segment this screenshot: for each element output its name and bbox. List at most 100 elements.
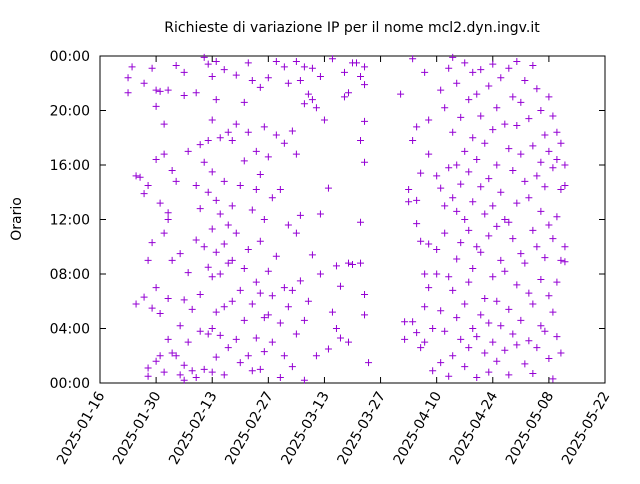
data-point: [296, 211, 304, 219]
data-point: [505, 64, 513, 72]
data-point: [477, 248, 485, 256]
x-tick-label: 2025-02-27: [222, 389, 277, 467]
data-point: [244, 59, 252, 67]
data-point: [208, 116, 216, 124]
data-point: [140, 293, 148, 301]
data-point: [136, 173, 144, 181]
data-point: [465, 96, 473, 104]
data-point: [300, 63, 308, 71]
data-point: [561, 258, 569, 266]
data-point: [413, 329, 421, 337]
data-point: [160, 368, 168, 376]
data-point: [276, 186, 284, 194]
data-point: [525, 115, 533, 123]
data-point: [224, 221, 232, 229]
data-point: [260, 123, 268, 131]
data-point: [509, 330, 517, 338]
data-point: [557, 256, 565, 264]
data-point: [156, 310, 164, 318]
data-point: [365, 359, 373, 367]
data-point: [196, 205, 204, 213]
plot-area: [99, 55, 606, 384]
data-point: [437, 86, 445, 94]
data-point: [469, 198, 477, 206]
data-point: [260, 348, 268, 356]
data-point: [541, 254, 549, 262]
data-point: [324, 184, 332, 192]
data-point: [340, 93, 348, 101]
data-point: [304, 297, 312, 305]
data-point: [344, 89, 352, 97]
data-point: [461, 147, 469, 155]
data-point: [505, 145, 513, 153]
data-point: [461, 59, 469, 67]
data-point: [489, 338, 497, 346]
data-point: [148, 304, 156, 312]
data-point: [272, 57, 280, 65]
data-point: [465, 226, 473, 234]
data-point: [465, 278, 473, 286]
y-axis-ticks: 00:00 04:00 08:00 12:00 16:00 20:00 00:00: [50, 49, 605, 392]
x-tick-label: 2025-05-08: [503, 389, 558, 467]
data-point: [220, 240, 228, 248]
data-point: [212, 248, 220, 256]
data-point: [561, 243, 569, 251]
y-tick-label: 00:00: [50, 49, 90, 65]
data-point: [449, 286, 457, 294]
data-point: [272, 252, 280, 260]
data-point: [361, 158, 369, 166]
data-point: [156, 199, 164, 207]
data-point: [160, 229, 168, 237]
data-point: [164, 216, 172, 223]
data-point: [433, 245, 441, 253]
data-point: [533, 85, 541, 93]
data-point: [228, 256, 236, 264]
data-point: [437, 359, 445, 367]
data-point: [353, 59, 361, 67]
data-point: [280, 352, 288, 360]
data-point: [284, 221, 292, 229]
data-point: [357, 259, 365, 267]
data-point: [240, 265, 248, 273]
data-point: [405, 186, 413, 194]
data-point: [457, 239, 465, 247]
data-point: [469, 325, 477, 332]
data-point: [517, 150, 525, 158]
data-point: [148, 64, 156, 72]
data-point: [184, 338, 192, 346]
data-point: [248, 206, 256, 214]
data-point: [296, 277, 304, 285]
data-point: [545, 354, 553, 362]
data-point: [232, 71, 240, 79]
data-point: [144, 364, 152, 372]
data-point: [192, 374, 200, 382]
data-point: [413, 123, 421, 131]
data-point: [513, 281, 521, 289]
data-point: [401, 318, 409, 326]
data-point: [549, 164, 557, 172]
data-points: [124, 53, 569, 384]
x-tick-label: 2025-03-13: [278, 389, 333, 467]
data-point: [537, 107, 545, 114]
y-axis-label: Orario: [9, 197, 25, 241]
data-point: [493, 161, 501, 169]
x-tick-label: 2025-04-10: [391, 389, 446, 467]
data-point: [361, 63, 369, 71]
data-point: [256, 83, 264, 91]
data-point: [529, 369, 537, 377]
data-point: [529, 226, 537, 234]
data-point: [517, 98, 525, 106]
data-point: [361, 117, 369, 125]
data-point: [553, 333, 561, 341]
data-point: [497, 322, 505, 330]
data-point: [180, 92, 188, 100]
data-point: [453, 255, 461, 263]
data-point: [493, 297, 501, 305]
data-point: [513, 121, 521, 129]
data-point: [332, 262, 340, 270]
data-point: [449, 352, 457, 360]
data-point: [292, 57, 300, 65]
data-point: [497, 74, 505, 82]
